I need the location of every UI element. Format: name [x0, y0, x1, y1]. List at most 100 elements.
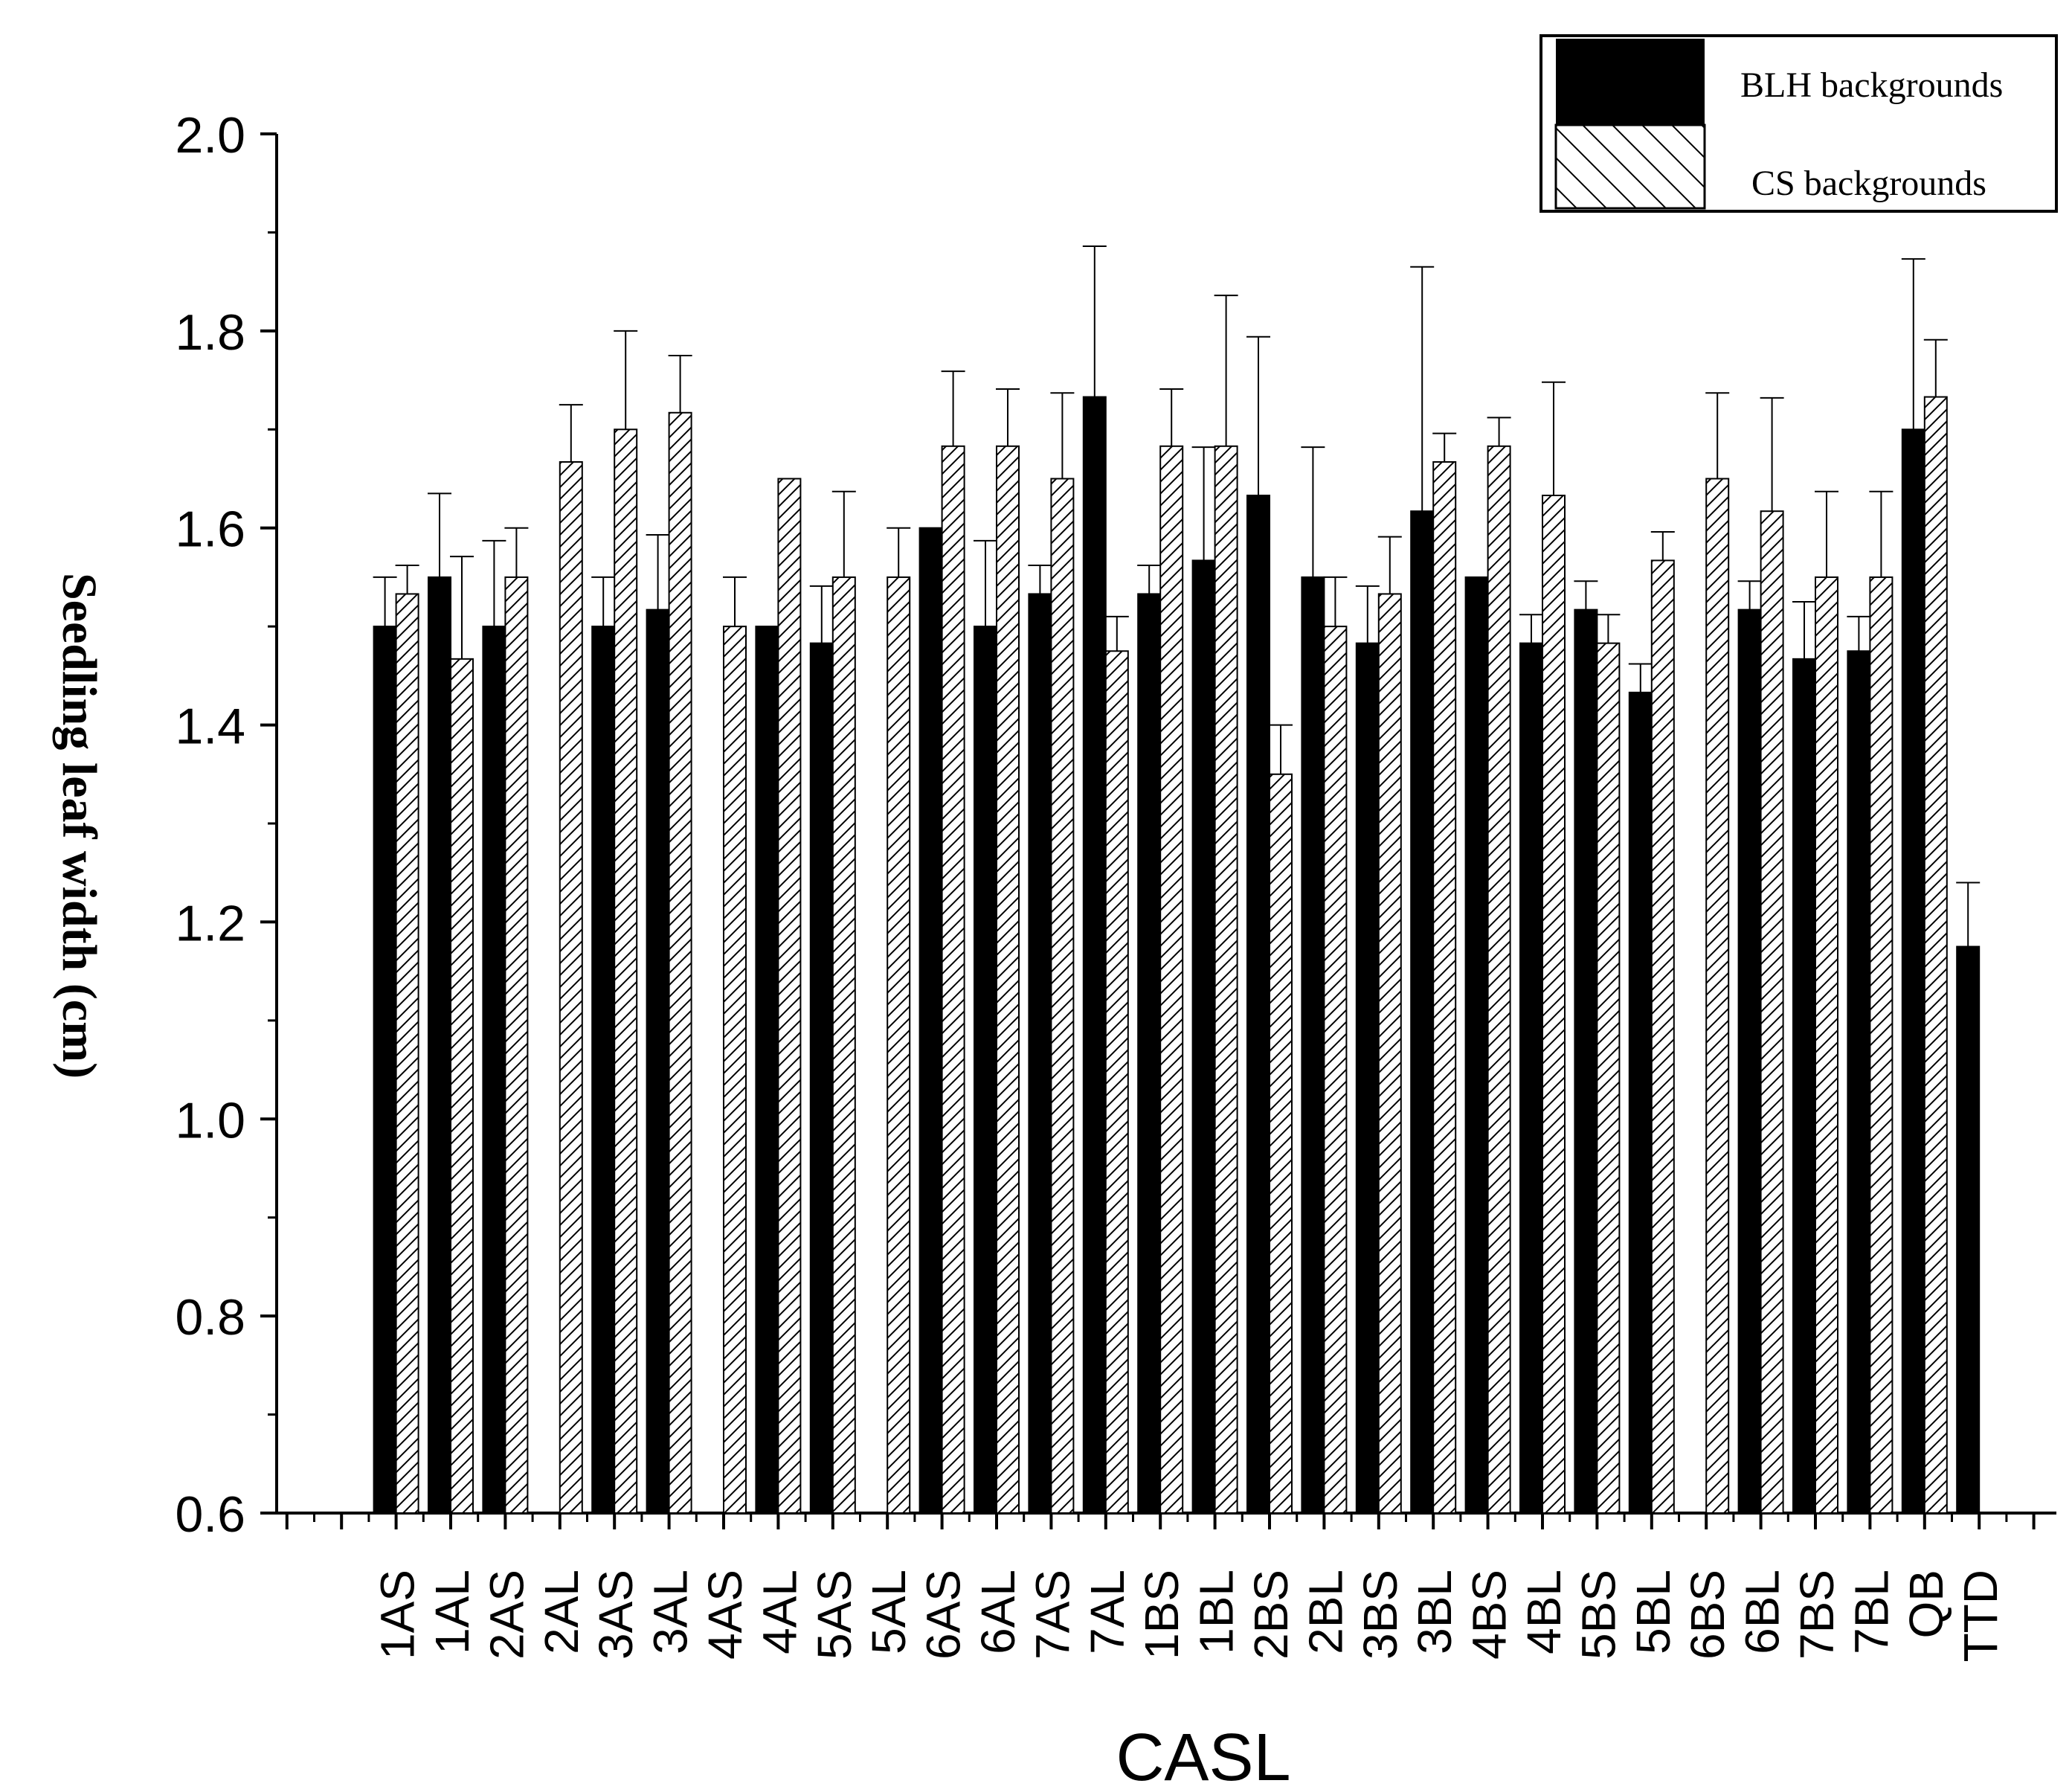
- bar: [1246, 495, 1270, 1515]
- x-ticks: 1AS 1AL 2AS 2AL 3AS 3AL 4AS 4AL 5AS 5AL 6AS 6AL 7AS 7…: [285, 1513, 2036, 1662]
- x-tick-label: 2BL: [1299, 1570, 1352, 1654]
- x-tick-label: TTD: [1954, 1570, 2007, 1662]
- y-axis: 0.6 0.8 1.0 1.2 1.4 1.6 1.8 2.0: [175, 107, 278, 1543]
- bar: [1705, 478, 1730, 1514]
- x-tick-label: 3BS: [1354, 1570, 1407, 1660]
- x-tick-label: 7AL: [1081, 1570, 1134, 1654]
- bar: [1214, 445, 1238, 1514]
- legend-label-cs: CS backgrounds: [1751, 164, 1986, 203]
- bar: [777, 478, 802, 1514]
- bar: [1159, 445, 1184, 1514]
- y-tick-label: 1.6: [175, 501, 245, 558]
- bar: [1923, 396, 1948, 1515]
- bar: [1355, 642, 1380, 1514]
- bar: [887, 576, 911, 1514]
- x-tick-label: 7BL: [1844, 1570, 1898, 1654]
- bar: [1464, 576, 1489, 1514]
- x-tick-label: 3AS: [589, 1570, 643, 1660]
- bar: [1028, 593, 1052, 1514]
- bar: [1323, 626, 1348, 1515]
- x-tick-label: 5BS: [1571, 1570, 1625, 1660]
- bar: [1956, 945, 1981, 1515]
- bar: [1792, 658, 1816, 1515]
- x-tick-label: 1AL: [425, 1570, 479, 1654]
- x-tick-label: 6BL: [1736, 1570, 1789, 1654]
- x-tick-label: 7AS: [1026, 1570, 1079, 1660]
- x-tick-label: 4BS: [1463, 1570, 1516, 1660]
- x-tick-label: 5BL: [1627, 1570, 1680, 1654]
- bar: [1628, 691, 1653, 1514]
- bar: [1487, 445, 1511, 1514]
- bar: [1847, 650, 1871, 1514]
- bar: [996, 445, 1020, 1514]
- x-tick-label: 6AL: [971, 1570, 1025, 1654]
- bars: [373, 245, 1981, 1515]
- bar: [1596, 642, 1621, 1514]
- x-tick-label: 7BS: [1790, 1570, 1844, 1660]
- legend-swatch-cs: [1554, 123, 1706, 210]
- bar: [482, 626, 506, 1515]
- bar: [809, 642, 834, 1514]
- bar: [1519, 642, 1543, 1514]
- legend: BLH backgrounds CS backgrounds: [1539, 34, 2058, 213]
- x-axis: 1AS 1AL 2AS 2AL 3AS 3AL 4AS 4AL 5AS 5AL 6AS 6AL 7AS 7…: [277, 1512, 2056, 1662]
- x-tick-label: 6AS: [917, 1570, 971, 1660]
- bar: [1737, 608, 1762, 1514]
- bar: [1815, 576, 1838, 1514]
- y-tick-label: 2.0: [175, 107, 245, 164]
- bar: [1137, 593, 1162, 1514]
- bar: [1542, 495, 1566, 1515]
- bar: [428, 576, 451, 1514]
- bar: [1104, 650, 1129, 1514]
- x-tick-label: 1AS: [371, 1570, 425, 1660]
- y-axis-title: Seedling leaf width (cm): [52, 573, 106, 1079]
- y-tick-label: 1.4: [175, 699, 245, 755]
- x-tick-label: QB: [1899, 1570, 1953, 1638]
- x-tick-label: 6BS: [1681, 1570, 1734, 1660]
- bar: [1301, 576, 1325, 1514]
- bar: [974, 626, 997, 1515]
- x-tick-label: 4AS: [698, 1570, 752, 1660]
- bar: [918, 527, 943, 1515]
- x-tick-label: 3AL: [644, 1570, 698, 1654]
- x-tick-label: 2AL: [535, 1570, 588, 1654]
- x-tick-label: 3BL: [1408, 1570, 1461, 1654]
- x-tick-label: 4AL: [753, 1570, 806, 1654]
- bar: [1191, 559, 1216, 1514]
- bar: [1901, 428, 1925, 1514]
- bar: [1269, 773, 1293, 1515]
- bar: [1574, 608, 1598, 1514]
- x-tick-label: 1BS: [1135, 1570, 1188, 1660]
- bar: [504, 576, 529, 1514]
- bar: [395, 593, 419, 1514]
- y-tick-label: 1.0: [175, 1092, 245, 1149]
- bar: [646, 608, 670, 1514]
- bar: [755, 626, 779, 1515]
- bar: [591, 626, 616, 1515]
- legend-label-blh: BLH backgrounds: [1740, 65, 2003, 105]
- y-ticks: 0.6 0.8 1.0 1.2 1.4 1.6 1.8 2.0: [175, 107, 277, 1543]
- bar: [1650, 559, 1675, 1514]
- x-tick-label: 2AS: [480, 1570, 533, 1660]
- x-tick-label: 5AL: [862, 1570, 916, 1654]
- x-tick-label: 4BL: [1517, 1570, 1571, 1654]
- y-tick-label: 1.8: [175, 304, 245, 361]
- bar: [723, 626, 747, 1515]
- bar: [1082, 396, 1107, 1515]
- x-tick-label: 5AS: [808, 1570, 861, 1660]
- legend-swatch-blh: [1556, 39, 1705, 124]
- bar: [1760, 510, 1784, 1514]
- bar: [1432, 460, 1457, 1514]
- bar: [1377, 593, 1402, 1514]
- bar: [559, 460, 583, 1514]
- y-tick-label: 0.8: [175, 1289, 245, 1346]
- bar: [941, 445, 965, 1514]
- x-axis-title: CASL: [1116, 1721, 1290, 1792]
- x-tick-label: 2BS: [1244, 1570, 1298, 1660]
- y-tick-label: 0.6: [175, 1486, 245, 1543]
- bar: [614, 428, 638, 1514]
- x-tick-label: 1BL: [1190, 1570, 1243, 1654]
- bar: [668, 411, 692, 1514]
- y-tick-label: 1.2: [175, 895, 245, 951]
